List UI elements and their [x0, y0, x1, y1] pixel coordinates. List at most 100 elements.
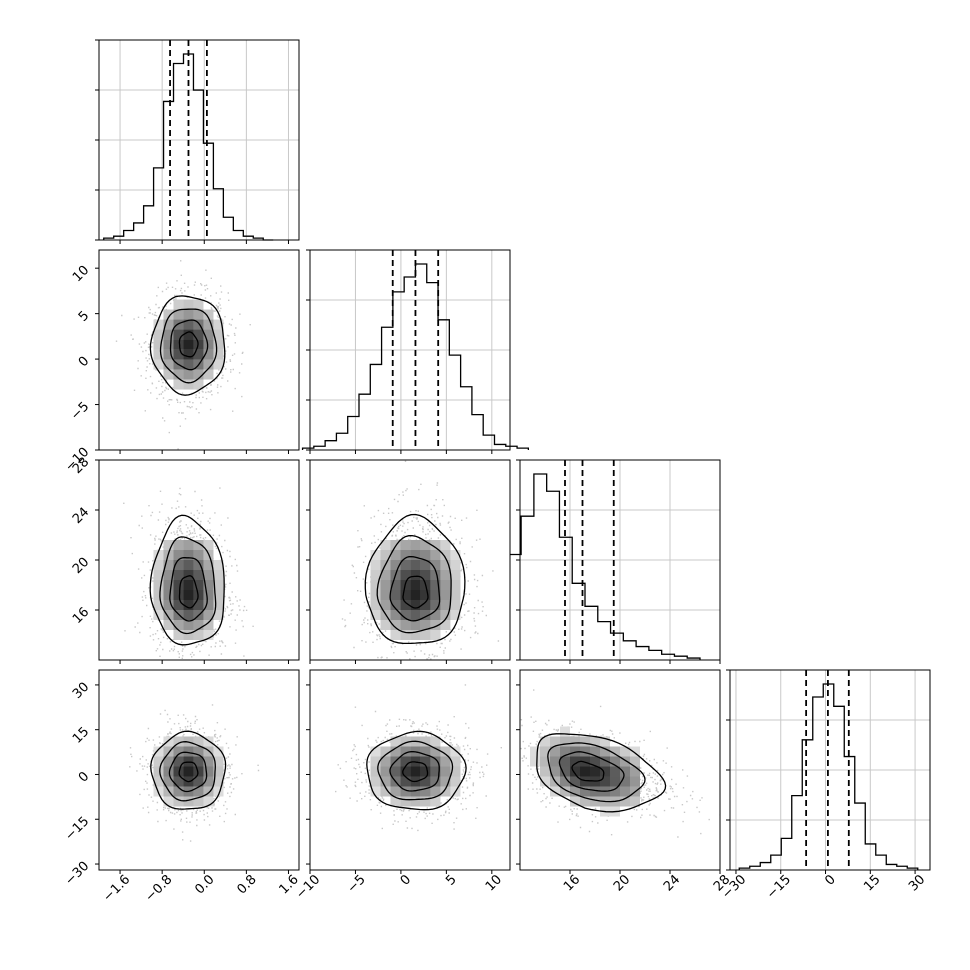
density-cell: [450, 580, 461, 590]
density-cell: [153, 776, 164, 787]
density-cell: [213, 349, 224, 360]
density-cell: [570, 786, 580, 797]
density-cell: [430, 610, 441, 620]
density-cell: [153, 756, 164, 767]
density-cell: [163, 590, 174, 600]
density-cell: [420, 786, 431, 797]
density-cell: [610, 746, 620, 757]
density-cell: [203, 570, 214, 580]
density-cell: [560, 726, 570, 737]
density-cell: [173, 570, 184, 580]
density-cell: [430, 630, 441, 640]
density-cell: [450, 766, 461, 777]
density-cell: [173, 560, 184, 570]
density-cell: [390, 630, 401, 640]
contour-line: [376, 534, 452, 634]
density-cell: [163, 540, 174, 550]
density-cell: [213, 329, 224, 340]
density-cell: [380, 590, 391, 600]
density-cell: [390, 786, 401, 797]
density-cell: [390, 560, 401, 570]
density-cell: [163, 309, 174, 320]
density-cell: [380, 620, 391, 630]
x-tick-label: 5: [443, 872, 459, 888]
contour-line: [159, 536, 217, 635]
density-cell: [213, 560, 224, 570]
density-cell: [370, 786, 381, 797]
y-tick-label: 16: [70, 605, 92, 627]
x-tick-label: −5: [345, 872, 369, 896]
density-cell: [580, 796, 590, 807]
density-cell: [570, 756, 580, 767]
density-cell: [380, 766, 391, 777]
x-tick-label: −1.6: [100, 872, 133, 905]
density-cell: [450, 746, 461, 757]
density-cell: [630, 796, 640, 807]
density-cell: [400, 600, 411, 610]
density-cell: [380, 786, 391, 797]
density-cell: [420, 570, 431, 580]
density-cell: [163, 620, 174, 630]
scatter-panel-3-2: [519, 669, 721, 871]
x-tick-label: 0: [822, 872, 838, 888]
density-cell: [410, 796, 421, 807]
contour-line: [389, 555, 441, 622]
density-cell: [430, 570, 441, 580]
density-cell: [630, 766, 640, 777]
density-cell: [173, 796, 184, 807]
scatter-panel-3-0: [98, 669, 300, 871]
contour-line: [547, 742, 646, 803]
scatter-points: [115, 260, 251, 450]
density-cell: [410, 610, 421, 620]
density-cell: [193, 369, 204, 380]
density-cell: [430, 590, 441, 600]
x-tick-label: −0.8: [143, 872, 176, 905]
density-cell: [440, 600, 451, 610]
density-cell: [163, 766, 174, 777]
density-cell: [410, 590, 421, 600]
density-cell: [400, 540, 411, 550]
density-cell: [183, 329, 194, 340]
density-cell: [400, 620, 411, 630]
density-cell: [620, 766, 630, 777]
density-cell: [600, 756, 610, 767]
density-cell: [203, 776, 214, 787]
density-cell: [213, 610, 224, 620]
density-cell: [163, 600, 174, 610]
density-cell: [550, 756, 560, 767]
density-cell: [440, 766, 451, 777]
density-cell: [620, 756, 630, 767]
density-cell: [410, 550, 421, 560]
density-cell: [213, 776, 224, 787]
density-cell: [400, 590, 411, 600]
density-cell: [173, 540, 184, 550]
density-cell: [193, 540, 204, 550]
density-cell: [430, 600, 441, 610]
density-cell: [390, 736, 401, 747]
density-cell: [153, 766, 164, 777]
contour-line: [178, 331, 199, 358]
y-tick-label: 30: [70, 680, 92, 702]
density-cell: [530, 756, 540, 767]
density-cell: [450, 550, 461, 560]
density-cell: [560, 756, 570, 767]
density-cell: [430, 736, 441, 747]
density-cell: [570, 796, 580, 807]
density-cell: [410, 600, 421, 610]
density-cell: [380, 570, 391, 580]
density-cell: [390, 540, 401, 550]
density-cell: [430, 580, 441, 590]
density-cell: [193, 560, 204, 570]
density-cell: [400, 736, 411, 747]
density-cell: [380, 550, 391, 560]
scatter-panel-2-1: [309, 459, 511, 661]
density-cell: [590, 736, 600, 747]
density-cell: [183, 359, 194, 370]
contour-line: [178, 761, 199, 783]
density-cell: [620, 746, 630, 757]
density-cell: [420, 746, 431, 757]
density-cell: [193, 349, 204, 360]
contour-line: [402, 761, 429, 783]
density-cell: [163, 746, 174, 757]
density-cell: [570, 776, 580, 787]
